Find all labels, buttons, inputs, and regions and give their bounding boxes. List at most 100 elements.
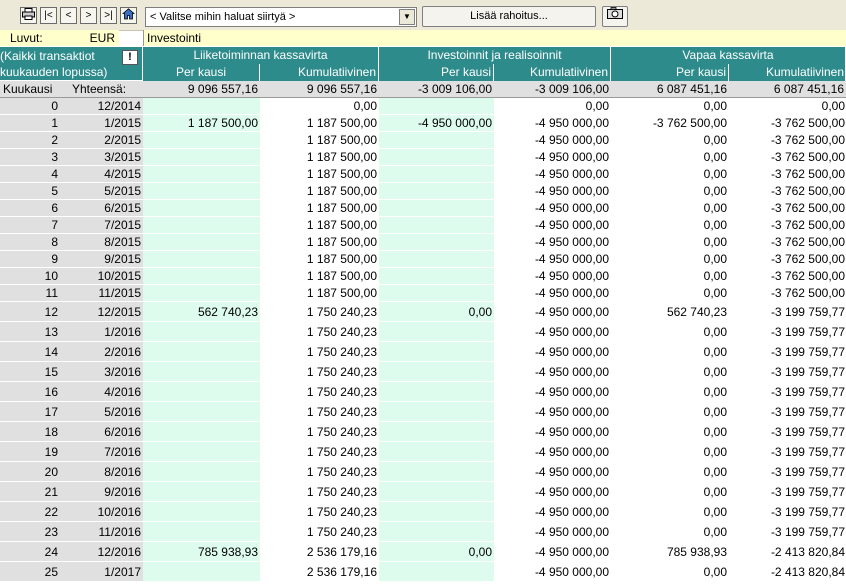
- warning-button[interactable]: !: [122, 50, 138, 65]
- inv-period-cell[interactable]: [379, 382, 494, 401]
- op-period-cell[interactable]: [143, 382, 260, 401]
- free-cum-cell: -3 762 500,00: [729, 132, 846, 148]
- op-period-cell[interactable]: 1 187 500,00: [143, 115, 260, 131]
- month-index: 9: [0, 251, 60, 267]
- op-period-cell[interactable]: 785 938,93: [143, 542, 260, 561]
- total-op-cum: 9 096 557,16: [260, 81, 379, 97]
- op-period-cell[interactable]: [143, 342, 260, 361]
- op-period-cell[interactable]: [143, 217, 260, 233]
- free-period-cell: 0,00: [611, 200, 729, 216]
- op-period-cell[interactable]: [143, 522, 260, 541]
- op-period-cell[interactable]: [143, 251, 260, 267]
- inv-period-cell[interactable]: [379, 402, 494, 421]
- inv-period-cell[interactable]: [379, 482, 494, 501]
- free-period-cell: 0,00: [611, 362, 729, 381]
- first-record-button[interactable]: |<: [40, 7, 57, 24]
- inv-period-cell[interactable]: -4 950 000,00: [379, 115, 494, 131]
- inv-period-cell[interactable]: [379, 462, 494, 481]
- free-cum-cell: -3 762 500,00: [729, 166, 846, 182]
- home-icon[interactable]: [120, 7, 137, 24]
- printer-icon[interactable]: [20, 7, 37, 24]
- inv-period-cell[interactable]: [379, 342, 494, 361]
- month-date: 12/2016: [60, 542, 143, 561]
- free-period-cell: 0,00: [611, 251, 729, 267]
- inv-cum-cell: -4 950 000,00: [494, 462, 611, 481]
- op-period-cell[interactable]: [143, 422, 260, 441]
- previous-record-button[interactable]: <: [60, 7, 77, 24]
- month-index: 18: [0, 422, 60, 441]
- camera-icon[interactable]: [602, 6, 628, 27]
- op-cum-cell: 1 187 500,00: [260, 166, 379, 182]
- inv-period-cell[interactable]: [379, 251, 494, 267]
- op-period-cell[interactable]: [143, 285, 260, 301]
- inv-period-cell[interactable]: [379, 322, 494, 341]
- op-period-cell[interactable]: [143, 98, 260, 114]
- total-label: Yhteensä:: [60, 81, 143, 97]
- free-cum-cell: -3 762 500,00: [729, 200, 846, 216]
- inv-period-cell[interactable]: [379, 522, 494, 541]
- op-period-cell[interactable]: [143, 482, 260, 501]
- table-row: 4 4/2015 1 187 500,00 -4 950 000,00 0,00 -3 7…: [0, 166, 846, 183]
- total-inv-cum: -3 009 106,00: [494, 81, 611, 97]
- navigate-select[interactable]: < Valitse mihin haluat siirtyä > ▼: [145, 7, 417, 27]
- month-date: 8/2015: [60, 234, 143, 250]
- inv-period-cell[interactable]: [379, 166, 494, 182]
- op-period-cell[interactable]: [143, 502, 260, 521]
- inv-period-cell[interactable]: [379, 362, 494, 381]
- month-date: 3/2015: [60, 149, 143, 165]
- op-period-cell[interactable]: [143, 442, 260, 461]
- next-record-button[interactable]: >: [80, 7, 97, 24]
- op-cum-cell: 2 536 179,16: [260, 562, 379, 581]
- inv-cum-cell: -4 950 000,00: [494, 115, 611, 131]
- op-cum-cell: 1 750 240,23: [260, 362, 379, 381]
- op-period-cell[interactable]: 562 740,23: [143, 302, 260, 321]
- op-period-cell[interactable]: [143, 200, 260, 216]
- free-cum-cell: -3 762 500,00: [729, 285, 846, 301]
- inv-period-cell[interactable]: [379, 234, 494, 250]
- op-period-cell[interactable]: [143, 462, 260, 481]
- chevron-down-icon[interactable]: ▼: [399, 9, 415, 25]
- last-record-button[interactable]: >|: [100, 7, 117, 24]
- op-period-cell[interactable]: [143, 234, 260, 250]
- inv-period-cell[interactable]: [379, 502, 494, 521]
- free-period-cell: 0,00: [611, 217, 729, 233]
- op-period-cell[interactable]: [143, 166, 260, 182]
- op-period-cell[interactable]: [143, 268, 260, 284]
- table-row: 17 5/2016 1 750 240,23 -4 950 000,00 0,00 -3 …: [0, 402, 846, 422]
- op-period-cell[interactable]: [143, 362, 260, 381]
- op-period-cell[interactable]: [143, 183, 260, 199]
- inv-period-cell[interactable]: [379, 422, 494, 441]
- op-period-cell[interactable]: [143, 149, 260, 165]
- month-date: 2/2015: [60, 132, 143, 148]
- inv-cum-cell: -4 950 000,00: [494, 402, 611, 421]
- op-cum-cell: 1 187 500,00: [260, 285, 379, 301]
- free-period-cell: 0,00: [611, 149, 729, 165]
- add-funding-button[interactable]: Lisää rahoitus...: [422, 6, 596, 27]
- op-period-cell[interactable]: [143, 132, 260, 148]
- month-date: 11/2015: [60, 285, 143, 301]
- inv-period-cell[interactable]: [379, 217, 494, 233]
- inv-cum-cell: -4 950 000,00: [494, 562, 611, 581]
- month-date: 10/2016: [60, 502, 143, 521]
- inv-period-cell[interactable]: [379, 98, 494, 114]
- inv-period-cell[interactable]: 0,00: [379, 542, 494, 561]
- inv-cum-cell: -4 950 000,00: [494, 342, 611, 361]
- inv-period-cell[interactable]: [379, 268, 494, 284]
- inv-period-cell[interactable]: [379, 442, 494, 461]
- inv-period-cell[interactable]: [379, 200, 494, 216]
- op-cum-cell: 1 187 500,00: [260, 234, 379, 250]
- inv-period-cell[interactable]: [379, 562, 494, 581]
- op-period-cell[interactable]: [143, 562, 260, 581]
- op-cum-cell: 1 187 500,00: [260, 200, 379, 216]
- inv-period-cell[interactable]: [379, 132, 494, 148]
- op-period-cell[interactable]: [143, 402, 260, 421]
- op-cum-cell: 1 750 240,23: [260, 322, 379, 341]
- inv-period-cell[interactable]: [379, 149, 494, 165]
- inv-period-cell[interactable]: [379, 183, 494, 199]
- op-period-cell[interactable]: [143, 322, 260, 341]
- month-index: 19: [0, 442, 60, 461]
- free-cum-cell: -3 199 759,77: [729, 442, 846, 461]
- inv-period-cell[interactable]: [379, 285, 494, 301]
- inv-period-cell[interactable]: 0,00: [379, 302, 494, 321]
- inv-cum-cell: -4 950 000,00: [494, 522, 611, 541]
